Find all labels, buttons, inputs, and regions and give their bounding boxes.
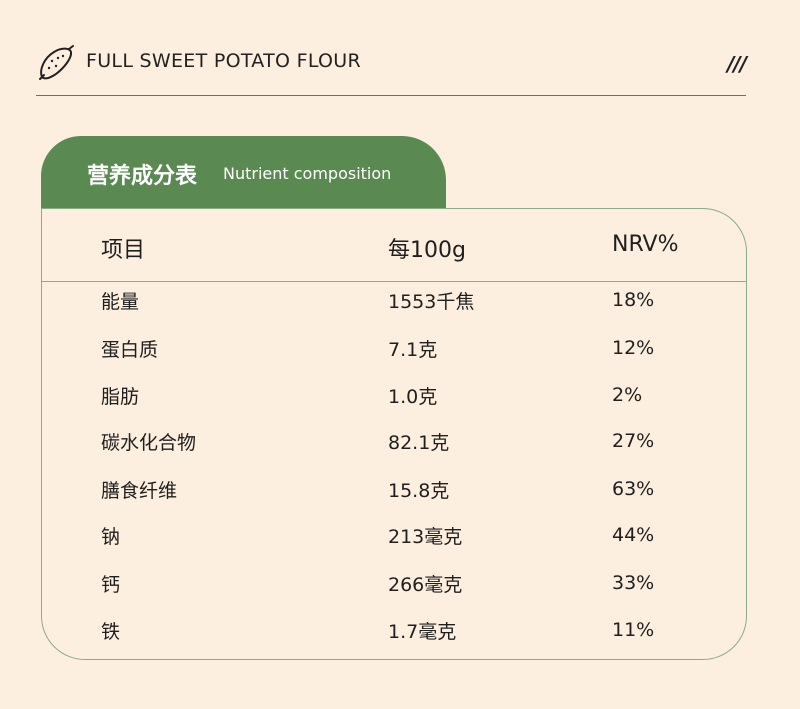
row-item: 膳食纤维 xyxy=(101,480,178,502)
header-divider xyxy=(36,95,746,96)
row-item: 能量 xyxy=(101,291,140,313)
row-per100g: 1.0克 xyxy=(388,386,438,408)
row-per100g: 213毫克 xyxy=(388,526,463,548)
row-item: 钠 xyxy=(101,526,121,548)
tab-title-en: Nutrient composition xyxy=(223,164,392,183)
row-nrv: 63% xyxy=(612,478,655,500)
header: FULL SWEET POTATO FLOUR /// xyxy=(36,40,747,96)
row-per100g: 1.7毫克 xyxy=(388,621,457,643)
decorative-slashes: /// xyxy=(727,52,747,76)
sweet-potato-icon xyxy=(39,45,74,80)
row-nrv: 18% xyxy=(612,289,655,311)
row-nrv: 44% xyxy=(612,524,655,546)
row-item: 脂肪 xyxy=(101,386,140,408)
row-nrv: 11% xyxy=(612,619,655,641)
column-header-per100g: 每100g xyxy=(388,238,466,263)
row-nrv: 12% xyxy=(612,337,655,359)
tab-title-cn: 营养成分表 xyxy=(87,164,198,189)
table-tab: 营养成分表 Nutrient composition xyxy=(41,136,446,209)
row-item: 钙 xyxy=(101,574,121,596)
row-per100g: 1553千焦 xyxy=(388,291,475,313)
row-item: 碳水化合物 xyxy=(101,432,197,454)
column-header-nrv: NRV% xyxy=(612,232,679,257)
header-row-divider xyxy=(41,281,747,282)
row-per100g: 82.1克 xyxy=(388,432,450,454)
row-per100g: 266毫克 xyxy=(388,574,463,596)
row-per100g: 7.1克 xyxy=(388,339,438,361)
row-item: 铁 xyxy=(101,621,121,643)
row-nrv: 2% xyxy=(612,384,643,406)
row-item: 蛋白质 xyxy=(101,339,159,361)
row-nrv: 27% xyxy=(612,430,655,452)
brand-title: FULL SWEET POTATO FLOUR xyxy=(86,50,362,72)
column-header-item: 项目 xyxy=(101,238,146,263)
row-nrv: 33% xyxy=(612,572,655,594)
nutrition-table-card xyxy=(41,208,747,660)
row-per100g: 15.8克 xyxy=(388,480,450,502)
